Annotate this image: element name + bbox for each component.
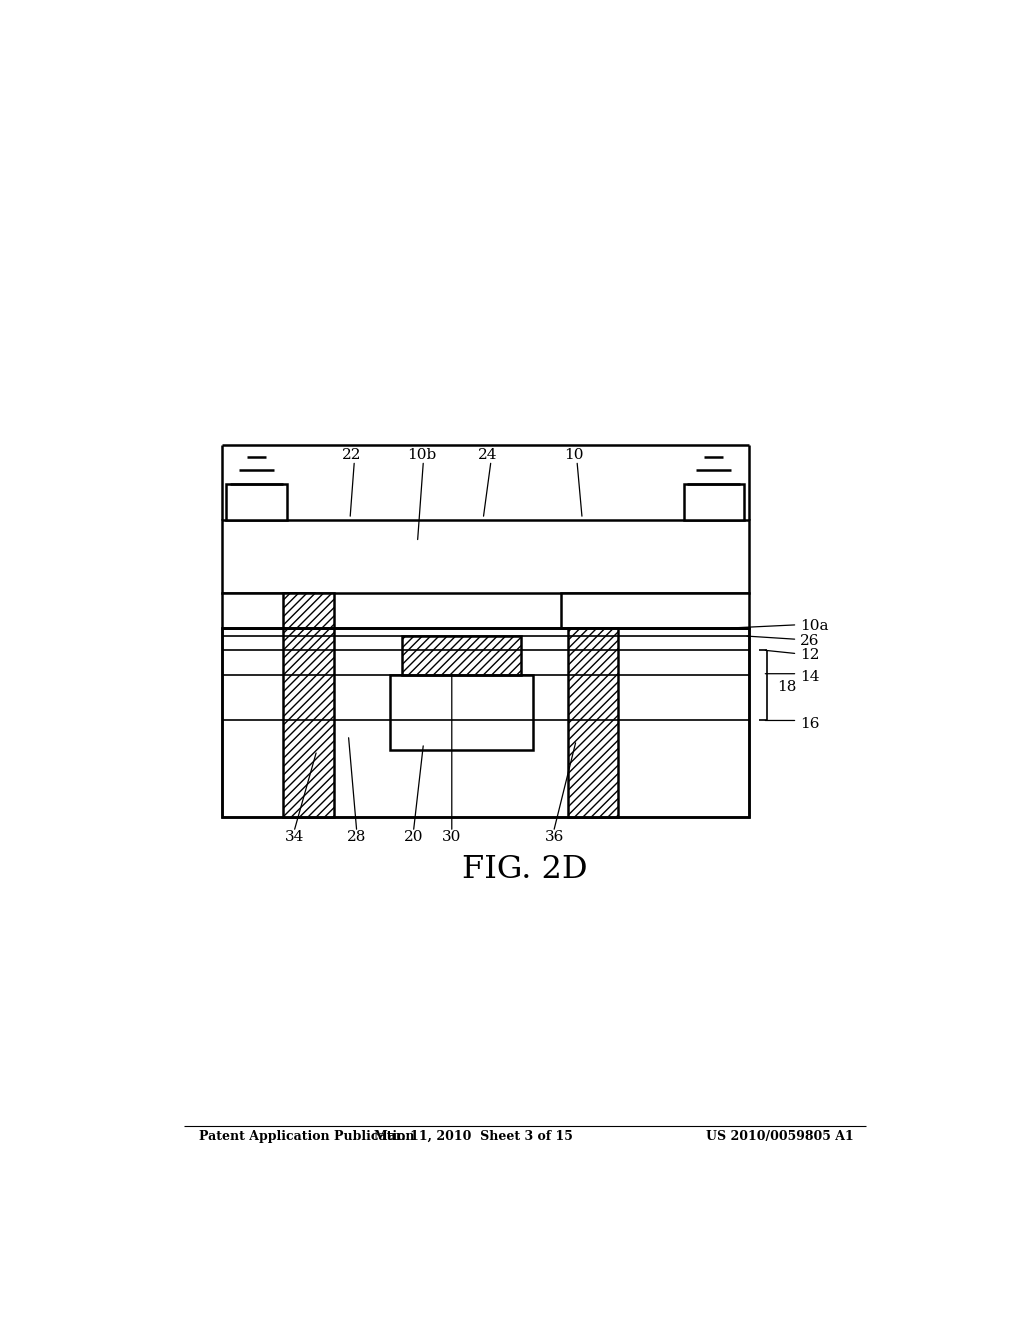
Text: 28: 28 bbox=[347, 830, 367, 845]
Bar bbox=[221, 520, 749, 594]
Text: 22: 22 bbox=[342, 449, 361, 462]
Text: Mar. 11, 2010  Sheet 3 of 15: Mar. 11, 2010 Sheet 3 of 15 bbox=[374, 1130, 572, 1143]
Text: 10a: 10a bbox=[800, 619, 828, 634]
Text: FIG. 2D: FIG. 2D bbox=[462, 854, 588, 886]
Text: 10b: 10b bbox=[407, 449, 436, 462]
Text: 12: 12 bbox=[800, 648, 819, 663]
Text: 26: 26 bbox=[800, 634, 819, 648]
Text: 14: 14 bbox=[800, 669, 819, 684]
Bar bbox=[401, 636, 521, 675]
Bar bbox=[221, 628, 749, 817]
Bar bbox=[568, 628, 617, 817]
Bar bbox=[560, 594, 749, 628]
Text: 16: 16 bbox=[800, 717, 819, 730]
Bar bbox=[390, 675, 532, 750]
Text: 36: 36 bbox=[545, 830, 564, 845]
Bar bbox=[221, 628, 749, 817]
Text: US 2010/0059805 A1: US 2010/0059805 A1 bbox=[707, 1130, 854, 1143]
Bar bbox=[221, 594, 314, 628]
Bar bbox=[283, 628, 334, 817]
Text: 10: 10 bbox=[564, 449, 584, 462]
Bar bbox=[283, 594, 334, 628]
Text: 24: 24 bbox=[478, 449, 498, 462]
Bar bbox=[226, 483, 287, 520]
Text: Patent Application Publication: Patent Application Publication bbox=[200, 1130, 415, 1143]
Text: 30: 30 bbox=[442, 830, 462, 845]
Text: 18: 18 bbox=[777, 680, 797, 694]
Text: 34: 34 bbox=[285, 830, 304, 845]
Bar bbox=[684, 483, 743, 520]
Text: 20: 20 bbox=[403, 830, 424, 845]
